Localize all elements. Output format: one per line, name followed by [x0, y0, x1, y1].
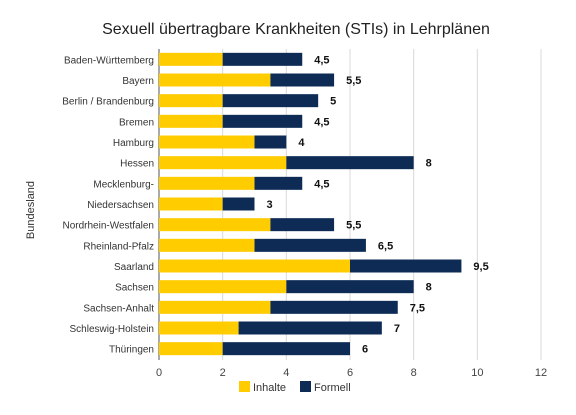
x-tick-label: 8 [411, 367, 417, 379]
bar-formell-3 [222, 114, 303, 128]
category-labels: Baden-Württemberg Bayern Berlin / Brandenb… [62, 55, 154, 355]
bar-inhalte-2 [159, 94, 223, 108]
x-tick-labels: 0 2 4 6 8 10 12 [156, 367, 547, 379]
bar-inhalte-6 [159, 176, 255, 190]
category-label: Saarland [114, 262, 154, 273]
legend-swatch-formell [300, 381, 311, 392]
total-label: 5,5 [346, 75, 361, 87]
bar-formell-6 [254, 176, 303, 190]
bar-formell-1 [270, 73, 335, 87]
total-label: 5 [330, 96, 336, 108]
category-label: Thüringen [109, 345, 154, 356]
bar-formell-5 [286, 156, 414, 170]
total-label: 4,5 [314, 54, 329, 66]
x-tick-label: 0 [156, 367, 162, 379]
bar-formell-13 [238, 321, 382, 335]
category-label: Bayern [122, 76, 154, 87]
bar-inhalte-11 [159, 280, 287, 294]
y-axis-label: Bundesland [25, 181, 37, 239]
chart-title: Sexuell übertragbare Krankheiten (STIs) … [102, 21, 490, 38]
total-label: 8 [426, 282, 432, 294]
legend-label: Formell [314, 382, 351, 394]
category-label: Schleswig-Holstein [70, 324, 154, 335]
category-label: Hamburg [113, 138, 154, 149]
bar-inhalte-3 [159, 114, 223, 128]
bars [159, 52, 462, 356]
bar-inhalte-0 [159, 52, 223, 66]
category-label: Sachsen [115, 283, 154, 294]
category-label: Mecklenburg- [93, 179, 154, 190]
bar-formell-9 [254, 238, 366, 252]
bar-formell-4 [254, 135, 287, 149]
total-label: 4 [298, 137, 305, 149]
x-tick-label: 10 [471, 367, 483, 379]
total-label: 7 [394, 323, 400, 335]
bar-formell-14 [222, 342, 350, 356]
legend-swatch-inhalte [239, 381, 250, 392]
total-label: 3 [267, 199, 273, 211]
x-tick-label: 12 [535, 367, 547, 379]
total-label: 8 [426, 158, 432, 170]
x-tick-label: 4 [283, 367, 289, 379]
bar-formell-8 [270, 218, 335, 232]
bar-inhalte-13 [159, 321, 239, 335]
bar-inhalte-1 [159, 73, 271, 87]
bar-inhalte-5 [159, 156, 287, 170]
bar-inhalte-9 [159, 238, 255, 252]
total-label: 5,5 [346, 220, 361, 232]
category-label: Niedersachsen [87, 200, 154, 211]
bar-inhalte-10 [159, 259, 350, 273]
bar-inhalte-7 [159, 197, 223, 211]
category-label: Rheinland-Pfalz [83, 241, 154, 252]
bar-formell-2 [222, 94, 319, 108]
category-label: Baden-Württemberg [64, 55, 154, 66]
total-label: 4,5 [314, 116, 329, 128]
x-tick-label: 2 [220, 367, 226, 379]
total-label: 7,5 [410, 302, 425, 314]
legend-label: Inhalte [253, 382, 286, 394]
category-label: Berlin / Brandenburg [62, 97, 154, 108]
category-label: Sachsen-Anhalt [83, 303, 154, 314]
bar-inhalte-8 [159, 218, 271, 232]
bar-formell-0 [222, 52, 303, 66]
legend: Inhalte Formell [239, 381, 351, 394]
category-label: Bremen [119, 117, 154, 128]
bar-inhalte-14 [159, 342, 223, 356]
total-label: 4,5 [314, 178, 329, 190]
x-tick-label: 6 [347, 367, 353, 379]
bar-formell-10 [350, 259, 462, 273]
total-label: 6,5 [378, 240, 393, 252]
category-label: Hessen [120, 159, 154, 170]
bar-inhalte-4 [159, 135, 255, 149]
total-label: 9,5 [473, 261, 488, 273]
bar-formell-12 [270, 300, 398, 314]
total-label: 6 [362, 344, 368, 356]
category-label: Nordrhein-Westfalen [62, 221, 154, 232]
bar-inhalte-12 [159, 300, 271, 314]
bar-formell-7 [222, 197, 255, 211]
bar-formell-11 [286, 280, 414, 294]
